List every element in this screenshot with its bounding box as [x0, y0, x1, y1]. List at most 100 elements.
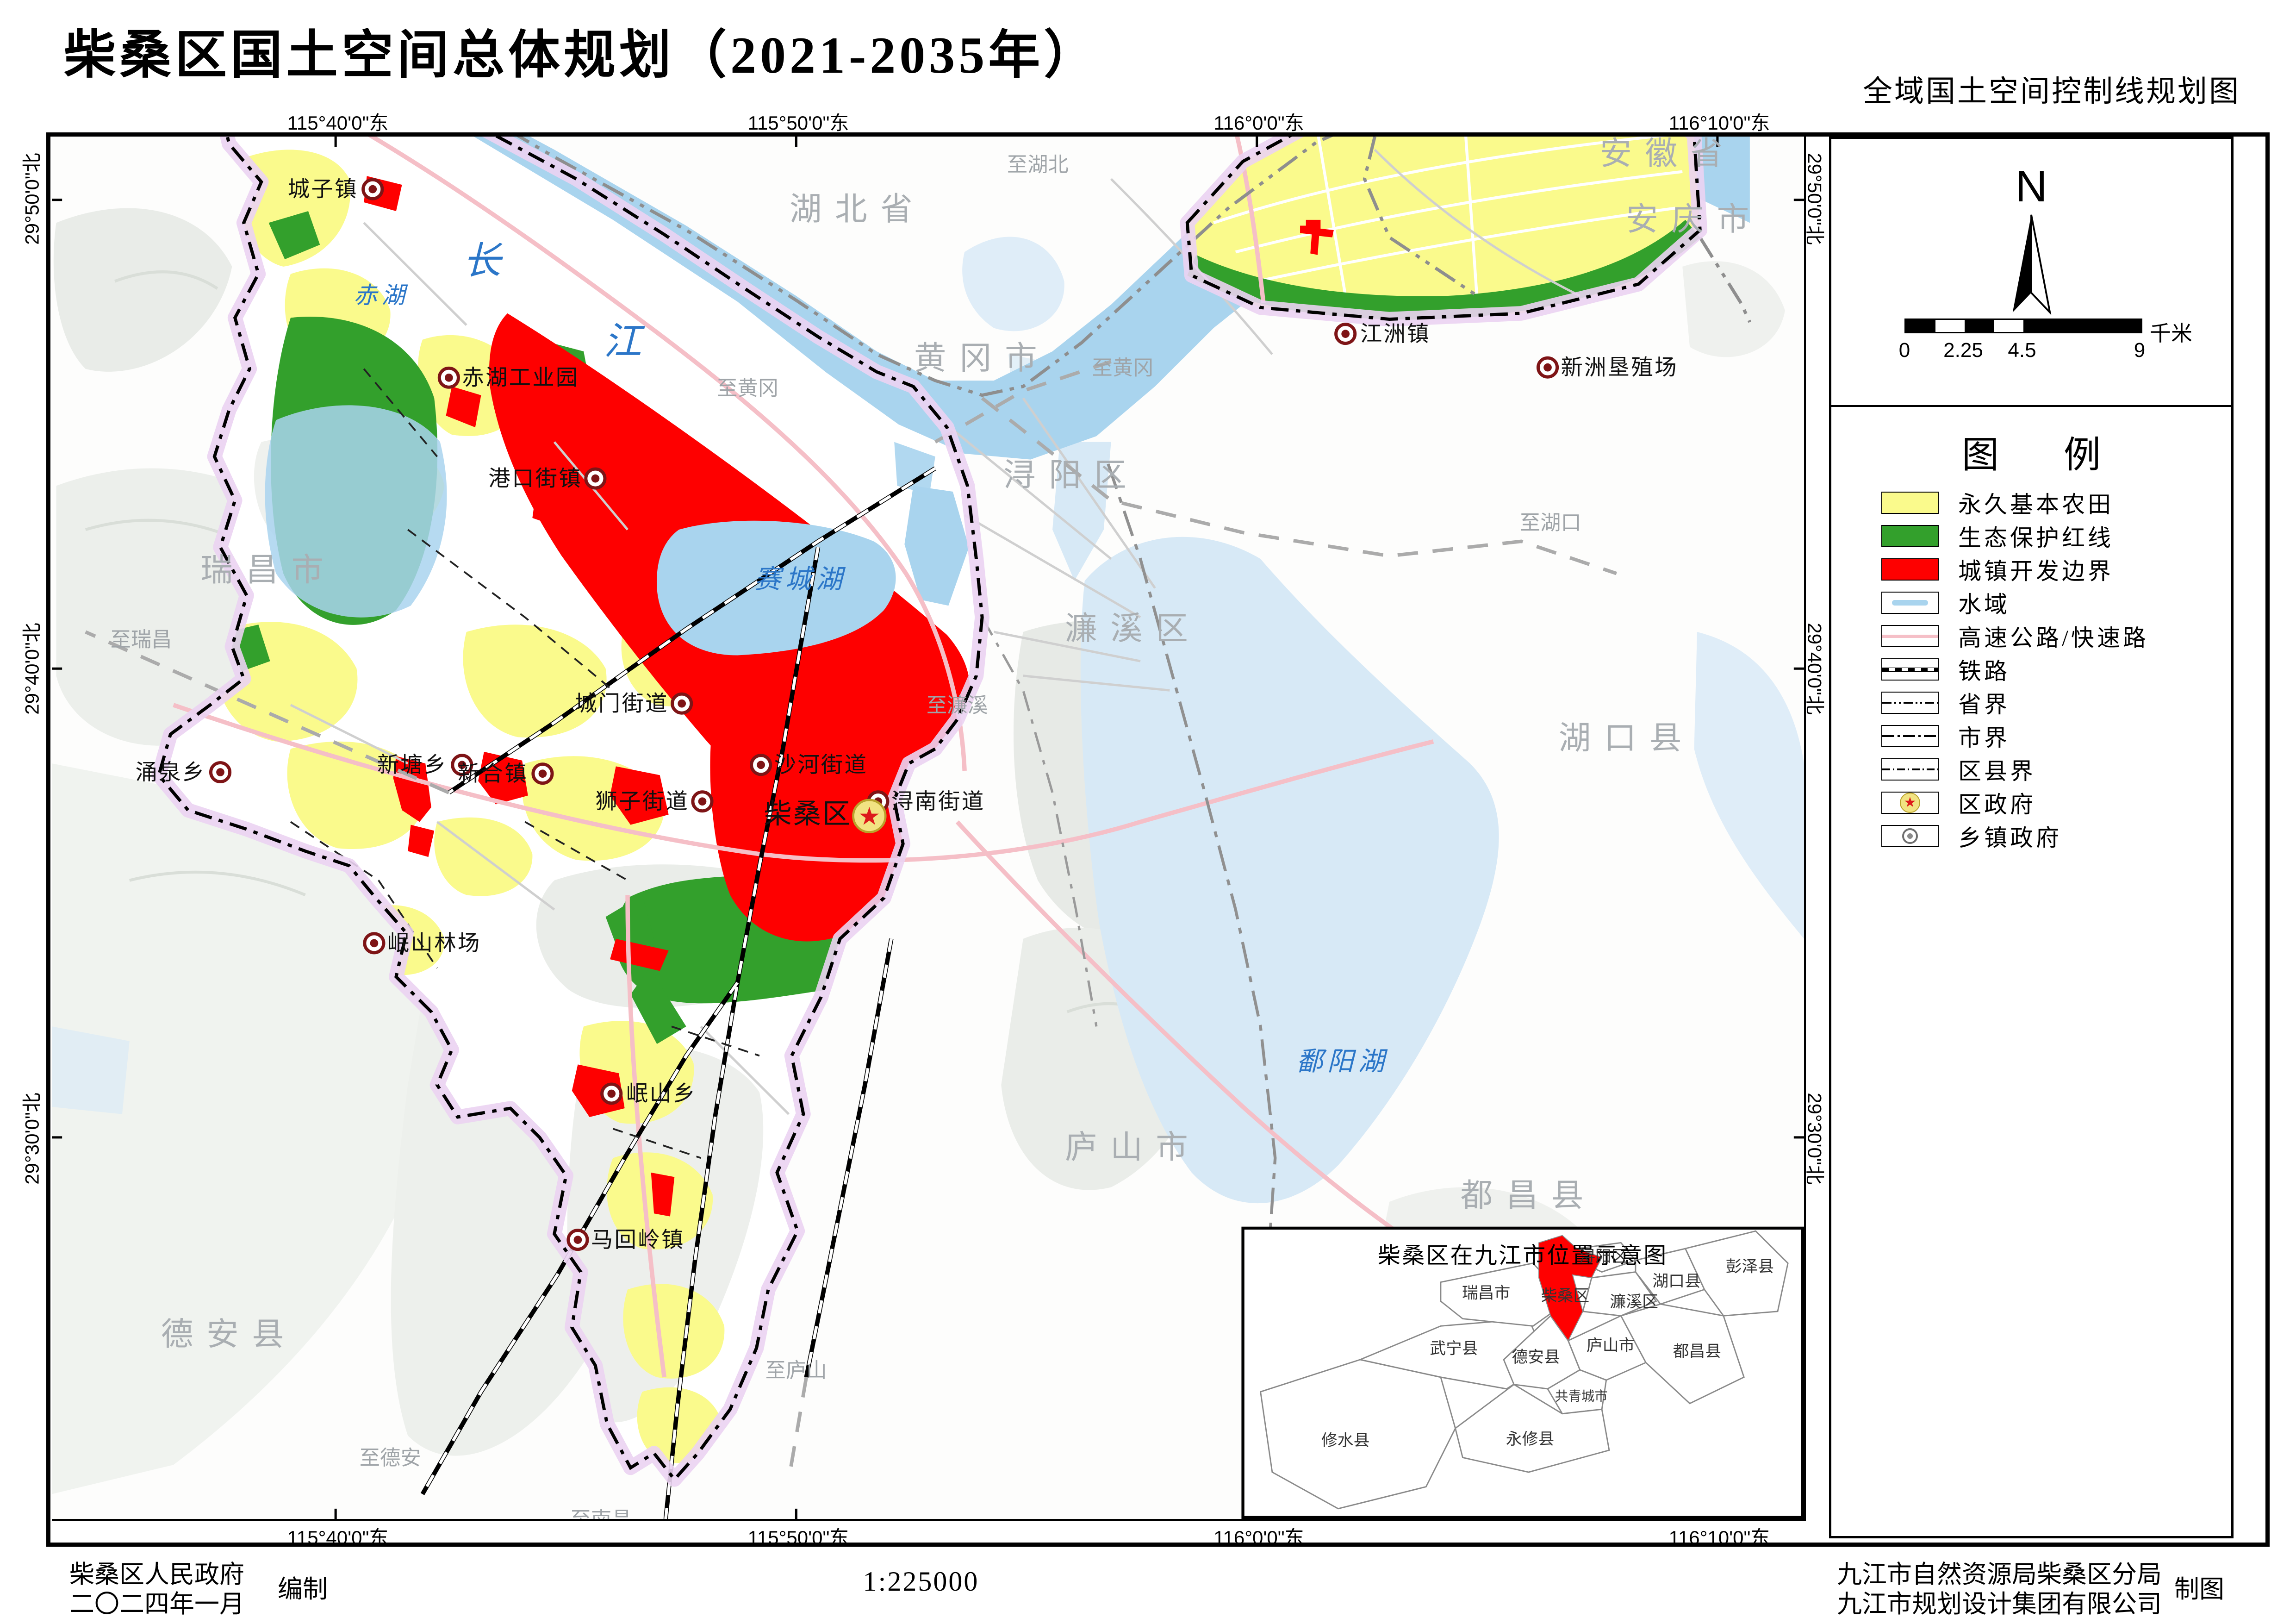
coordinate-label: 29°50'0"北 — [1804, 153, 1826, 245]
map-symbol — [368, 185, 377, 194]
destination-label: 至湖北 — [1007, 154, 1069, 176]
main-map: 湖北省 黄冈市 安徽省 安庆市 浔阳区 濂溪区 湖口县 庐山市 都昌县 德安县 瑞昌市 至湖北 至黄冈至… — [52, 137, 1806, 1521]
region-label: 浔阳区 — [1003, 457, 1139, 493]
scale-tick: 2.25 — [1943, 339, 1983, 362]
inset-county-label: 德安县 — [1512, 1348, 1560, 1366]
water-label: 江 — [604, 320, 646, 362]
town-label: 岷山乡 — [626, 1082, 697, 1106]
water-label: 鄱阳湖 — [1296, 1047, 1388, 1076]
legend-item: 永久基本农田 — [1881, 491, 2114, 518]
town-label: 新合镇 — [458, 762, 528, 786]
outside-water-layer — [52, 237, 1804, 1204]
scale-tick: 0 — [1898, 339, 1910, 362]
destination-label: 至濂溪 — [927, 694, 988, 717]
region-label: 黄冈市 — [914, 341, 1050, 376]
town-label: 港口街镇 — [488, 467, 582, 491]
township-boundaries — [290, 368, 760, 1159]
inset-county-label: 永修县 — [1506, 1430, 1554, 1448]
water-label: 赤湖 — [354, 282, 409, 308]
water-label: 长 — [463, 240, 505, 282]
legend-label: 城镇开发边界 — [1958, 558, 2114, 584]
inset-county-label: 武宁县 — [1430, 1339, 1478, 1357]
north-label: N — [2015, 162, 2047, 211]
inset-county-label: 浔阳区 — [1579, 1248, 1627, 1266]
legend-label: 省界 — [1958, 692, 2010, 718]
inset-county-label: 修水县 — [1321, 1431, 1369, 1449]
inset-county-label: 共青城市 — [1555, 1389, 1608, 1404]
legend-item: ★ 区政府 — [1881, 791, 2036, 818]
coordinate-label: 29°40'0"北 — [1804, 623, 1826, 715]
water-label: 赛城湖 — [754, 565, 846, 594]
scale-tick: 9 — [2134, 339, 2146, 362]
legend-swatch-district-gov: ★ — [1881, 792, 1939, 814]
scale-tick: 4.5 — [2008, 339, 2036, 362]
legend-item: 区县界 — [1881, 757, 2036, 784]
north-arrow-icon — [2012, 214, 2052, 315]
destination-label: 至南昌 — [571, 1508, 632, 1519]
panel-divider — [1831, 405, 2231, 407]
district-gov-star-icon: ★ — [858, 803, 880, 831]
legend-item: 生态保护红线 — [1881, 524, 2114, 551]
credit-drafter-suffix: 制图 — [2174, 1575, 2224, 1603]
legend-swatch-fill — [1881, 558, 1939, 581]
map-symbol — [678, 699, 686, 708]
map-symbol — [458, 761, 467, 769]
region-label: 濂溪区 — [1065, 611, 1201, 647]
region-label: 湖口县 — [1559, 721, 1695, 756]
town-label: 新洲垦殖场 — [1561, 356, 1678, 380]
town-label: 赤湖工业园 — [462, 366, 579, 390]
coordinate-label: 29°30'0"北 — [21, 1093, 43, 1185]
map-symbol — [591, 474, 600, 483]
scale-bar — [1904, 319, 2142, 333]
map-symbol — [573, 1236, 582, 1244]
map-symbol — [216, 768, 224, 776]
expressways — [173, 137, 1464, 1378]
credit-preparer-suffix: 编制 — [278, 1575, 328, 1603]
region-label: 瑞昌市 — [200, 553, 336, 588]
legend-item: 城镇开发边界 — [1881, 557, 2114, 584]
destination-label: 至瑞昌 — [111, 629, 172, 651]
inset-title: 柴桑区在九江市位置示意图 — [1378, 1243, 1668, 1268]
destination-label: 至黄冈 — [717, 377, 778, 400]
credit-preparer-line1: 柴桑区人民政府 — [69, 1561, 244, 1588]
town-label: 马回岭镇 — [591, 1228, 685, 1252]
region-label: 都昌县 — [1461, 1178, 1597, 1214]
map-symbol — [698, 797, 707, 806]
legend-swatch-county-line — [1881, 758, 1939, 781]
inset-county-label: 瑞昌市 — [1462, 1284, 1510, 1302]
destination-label: 至庐山 — [765, 1359, 827, 1382]
legend-swatch-province-line — [1881, 692, 1939, 714]
legend-swatch-railway — [1881, 658, 1939, 681]
town-label: 沙河街道 — [774, 753, 868, 777]
region-label: 湖北省 — [790, 192, 926, 227]
town-label: 狮子街道 — [595, 790, 689, 814]
lakes — [265, 405, 969, 656]
coordinate-label: 115°50'0"东 — [747, 1527, 849, 1549]
coordinate-label: 116°10'0"东 — [1668, 112, 1770, 134]
legend-swatch-road — [1881, 625, 1939, 647]
town-label: 新塘乡 — [377, 753, 448, 777]
page-title: 柴桑区国土空间总体规划（2021-2035年） — [64, 27, 1100, 84]
map-scale-text: 1:225000 — [863, 1566, 979, 1597]
legend-label: 铁路 — [1958, 658, 2010, 684]
legend-panel: N 千米 0 2.25 4.5 9 图 例 永久基本农田 生态保护红线 城镇开发边界 水域高… — [1829, 137, 2234, 1538]
district-boundary — [151, 137, 1708, 1487]
frame-ticks — [52, 137, 1804, 1519]
destination-label: 至德安 — [360, 1447, 421, 1469]
region-label: 庐山市 — [1065, 1130, 1201, 1165]
town-gov-icon — [1902, 828, 1918, 844]
legend-label: 区县界 — [1958, 758, 2036, 784]
legend-item: 水域 — [1881, 591, 2010, 618]
legend-swatch-fill — [1881, 492, 1939, 514]
map-symbol — [445, 373, 453, 382]
map-symbol — [1543, 363, 1552, 372]
legend-item: 省界 — [1881, 691, 2010, 718]
region-label: 安庆市 — [1626, 202, 1762, 237]
legend-swatch-city-line — [1881, 725, 1939, 747]
region-label: 安徽省 — [1599, 137, 1736, 172]
inset-highlight-chaisang — [1538, 1235, 1603, 1342]
map-symbol — [852, 799, 887, 833]
coordinate-label: 29°40'0"北 — [21, 623, 43, 715]
coordinate-label: 116°0'0"东 — [1213, 112, 1304, 134]
town-label: 江洲镇 — [1360, 322, 1431, 346]
